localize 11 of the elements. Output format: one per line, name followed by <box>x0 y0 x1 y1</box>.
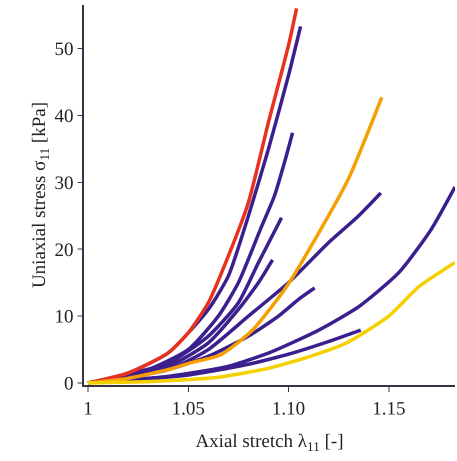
y-tick-label: 10 <box>54 306 74 328</box>
x-tick-label: 1.05 <box>172 398 205 420</box>
x-axis-title: Axial stretch λ$_{11}$ [-] <box>195 430 344 454</box>
y-tick-label: 50 <box>54 39 74 60</box>
y-tick-label: 0 <box>64 374 74 395</box>
x-tick-label: 1.10 <box>272 398 306 420</box>
y-tick-label: 40 <box>54 106 74 128</box>
y-tick-label: 30 <box>54 172 74 194</box>
x-tick-label: 1.15 <box>372 398 406 420</box>
y-tick-label: 20 <box>54 240 74 261</box>
x-tick-label: 1 <box>83 398 93 420</box>
